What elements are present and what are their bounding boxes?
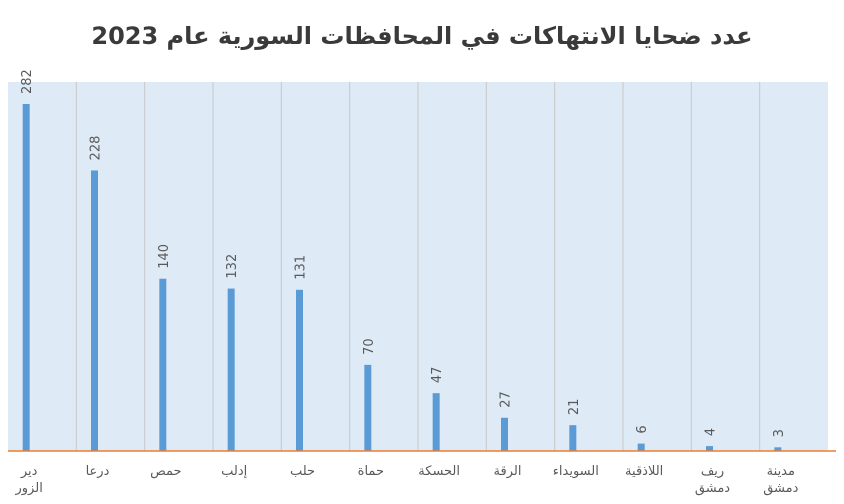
bar [227,288,235,451]
category-label: مدينة [767,464,795,479]
category-label: دمشق [763,481,798,496]
category-label: اللاذقية [625,464,663,479]
bar [637,443,645,451]
data-label: 132 [225,254,240,279]
category-label: حلب [290,464,315,479]
bar [364,364,372,451]
bar [22,104,30,451]
category-label: دير [20,464,38,479]
data-label: 4 [704,428,719,436]
category-label: الزور [15,481,43,496]
data-label: 21 [567,399,582,416]
bar [569,425,577,451]
data-label: 282 [20,69,35,94]
bar [774,447,782,451]
category-label: دمشق [695,481,730,496]
bar [706,446,713,451]
category-label: درعا [86,464,110,479]
category-label: إدلب [221,464,247,479]
category-label: الحسكة [418,464,460,479]
bar [91,170,98,451]
category-label: السويداء [553,464,599,479]
bar [432,393,440,451]
bar [296,289,303,451]
bar [501,417,508,451]
category-label: الرقة [494,464,522,479]
data-label: 228 [89,136,104,161]
category-label: حماة [358,464,384,479]
data-label: 70 [362,338,377,355]
category-label: ريف [701,464,724,479]
data-label: 27 [499,391,514,408]
data-label: 140 [157,244,172,269]
data-label: 131 [294,255,309,280]
bar [159,278,167,451]
chart-title: عدد ضحايا الانتهاكات في المحافظات السوري… [91,22,753,50]
data-label: 3 [772,429,787,437]
category-label: حمص [150,464,181,479]
data-label: 47 [430,367,445,384]
data-label: 6 [635,425,650,433]
